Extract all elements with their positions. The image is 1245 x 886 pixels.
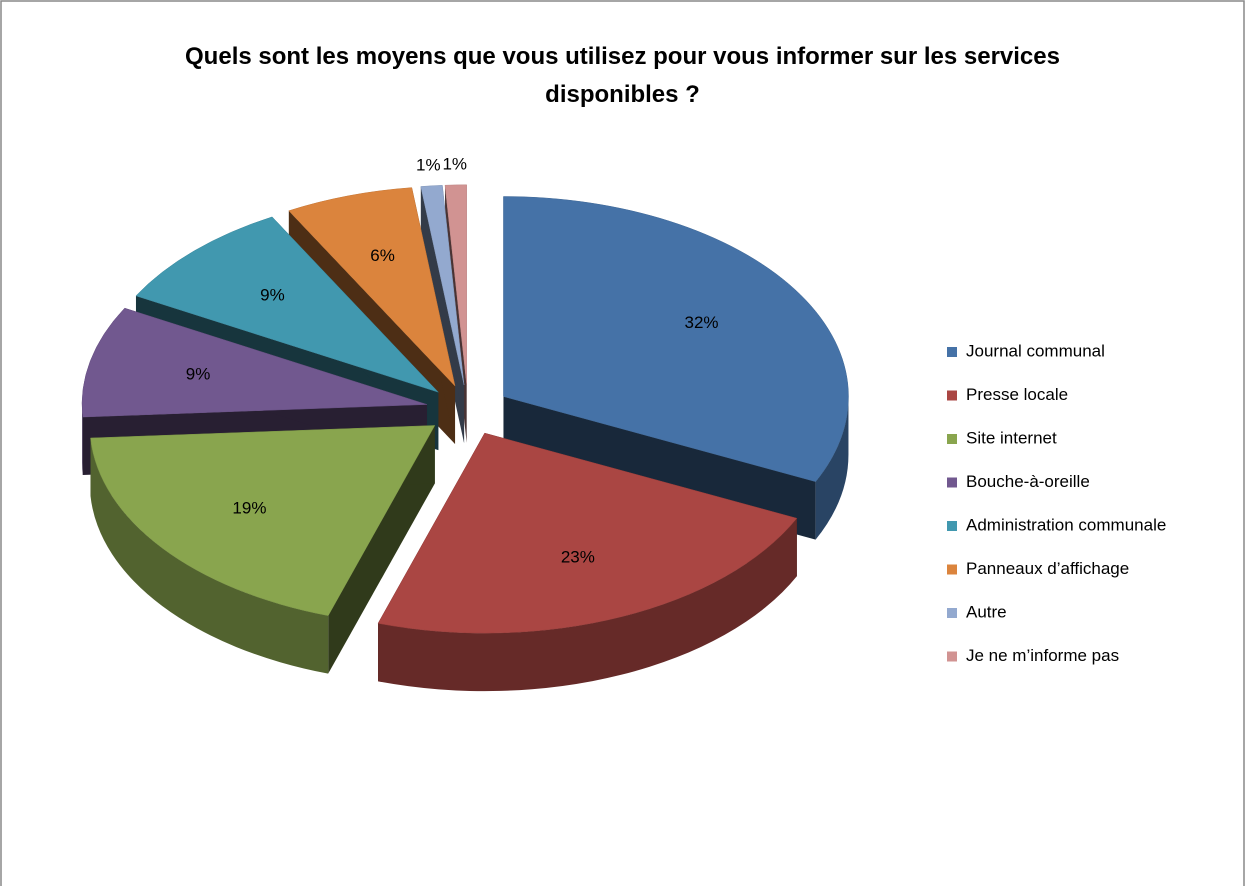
- data-label: 19%: [232, 498, 266, 517]
- legend-label: Journal communal: [966, 341, 1105, 360]
- slice: [90, 425, 436, 616]
- legend-swatch: [947, 521, 957, 531]
- legend-label: Presse locale: [966, 385, 1068, 404]
- slice: [377, 432, 798, 634]
- legend-label: Bouche-à-oreille: [966, 472, 1090, 491]
- slice: [288, 187, 456, 387]
- legend-label: Site internet: [966, 428, 1057, 447]
- data-label: 32%: [685, 313, 719, 332]
- slice-side: [328, 425, 435, 674]
- chart-title: Quels sont les moyens que vous utilisez …: [185, 43, 1074, 108]
- legend-swatch: [947, 434, 957, 444]
- slice: [81, 307, 428, 418]
- legend-label: Panneaux d’affichage: [966, 559, 1129, 578]
- slice: [444, 184, 467, 385]
- slice-wall: [815, 396, 849, 540]
- slice-wall: [378, 518, 797, 692]
- legend-label: Autre: [966, 602, 1007, 621]
- data-label: 23%: [561, 547, 595, 566]
- legend-swatch: [947, 390, 957, 401]
- data-label: 9%: [260, 285, 285, 304]
- legend-swatch: [947, 564, 957, 575]
- legend-label: Administration communale: [966, 515, 1166, 534]
- data-label: 1%: [416, 155, 441, 174]
- slice-wall: [90, 438, 329, 674]
- slice: [503, 196, 849, 482]
- data-label: 1%: [442, 154, 467, 173]
- slice-wall: [82, 404, 83, 476]
- legend-swatch: [947, 651, 957, 662]
- legend-swatch: [947, 347, 957, 357]
- legend-label: Je ne m’informe pas: [966, 646, 1119, 665]
- slice: [420, 185, 465, 385]
- legend-swatch: [947, 608, 957, 618]
- legend-swatch: [947, 477, 957, 488]
- data-label: 9%: [186, 364, 211, 383]
- slice: [135, 216, 439, 393]
- data-label: 6%: [370, 246, 395, 265]
